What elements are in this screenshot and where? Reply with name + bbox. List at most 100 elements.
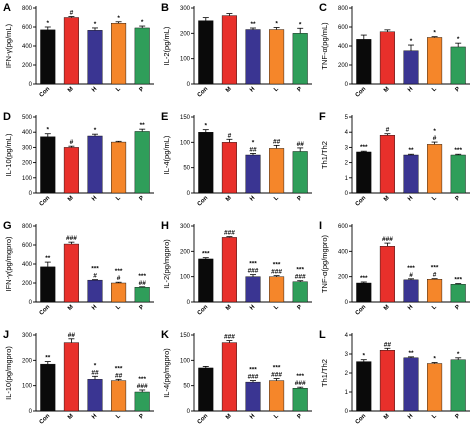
y-tick-label: 100 (180, 57, 191, 63)
y-tick-label: 600 (22, 25, 33, 31)
x-tick-label: P (297, 413, 304, 420)
bar-con (198, 132, 214, 194)
significance-mark: * (457, 36, 460, 43)
significance-mark: *** (115, 268, 123, 275)
panel-l: L Th1/Th2 0 1 2 3 4 * Con ## M ** H * L * P (319, 329, 470, 426)
bar-h (403, 50, 419, 85)
bar-con (356, 151, 372, 194)
panel-letter: F (319, 111, 326, 123)
panel-letter: H (161, 220, 169, 232)
significance-mark: * (433, 128, 436, 135)
x-tick-label: L (431, 304, 438, 311)
x-tick-label: M (67, 86, 75, 94)
x-tick-label: H (407, 413, 414, 420)
y-tick-label: 3 (345, 352, 349, 358)
bar-p (134, 287, 150, 303)
significance-mark: ## (139, 280, 147, 287)
x-tick-label: P (297, 86, 304, 93)
bar-m (63, 243, 79, 303)
significance-mark: * (94, 362, 97, 369)
significance-mark: ** (45, 355, 51, 362)
significance-mark: *** (273, 262, 281, 269)
y-tick-label: 300 (22, 145, 33, 151)
y-tick-label: 400 (22, 262, 33, 268)
significance-mark: * (47, 20, 50, 27)
significance-mark: ## (249, 146, 257, 153)
y-tick-label: 500 (22, 115, 33, 121)
bar-p (450, 284, 466, 303)
bar-h (245, 276, 261, 303)
bar-l (111, 141, 127, 194)
bar-con (356, 39, 372, 85)
bar-m (379, 31, 395, 85)
y-tick-label: 0 (187, 300, 191, 306)
significance-mark: ** (45, 255, 51, 262)
significance-mark: * (299, 21, 302, 28)
y-tick-label: 100 (22, 176, 33, 182)
significance-mark: *** (138, 273, 146, 280)
y-tick-label: 600 (22, 243, 33, 249)
y-axis-label: IFN-γ(pg/mgpro) (4, 236, 13, 292)
y-tick-label: 300 (180, 6, 191, 12)
y-tick-label: 200 (22, 358, 33, 364)
x-tick-label: L (273, 86, 280, 93)
significance-mark: ### (224, 230, 235, 237)
x-tick-label: P (297, 304, 304, 311)
x-tick-label: P (139, 195, 146, 202)
x-tick-label: P (297, 195, 304, 202)
bar-con (40, 266, 56, 303)
y-tick-label: 600 (338, 224, 349, 230)
bar-p (450, 154, 466, 194)
significance-mark: ### (271, 269, 282, 276)
significance-mark: # (228, 132, 232, 139)
panel-g: GIFN-γ(pg/mgpro)0200400600800**Con###M**… (3, 220, 154, 317)
x-tick-label: H (407, 86, 414, 93)
significance-mark: *** (249, 261, 257, 268)
significance-mark: ** (408, 350, 414, 357)
significance-mark: ### (66, 235, 77, 242)
y-axis-label: Th1/Th2 (320, 359, 329, 387)
y-tick-label: 2 (345, 161, 349, 167)
bar-con (356, 282, 372, 303)
bar-m (221, 15, 237, 85)
x-tick-label: L (431, 86, 438, 93)
significance-mark: *** (454, 277, 462, 284)
y-tick-label: 300 (22, 333, 33, 339)
bar-m (221, 237, 237, 303)
y-tick-label: 0 (29, 82, 33, 88)
bar-l (427, 279, 443, 303)
significance-mark: *** (138, 376, 146, 383)
bar-h (87, 379, 103, 412)
bar-p (292, 151, 308, 194)
x-tick-label: M (225, 304, 233, 312)
bar-p (450, 46, 466, 85)
y-tick-label: 0 (187, 82, 191, 88)
y-tick-label: 200 (22, 281, 33, 287)
significance-mark: *** (202, 251, 210, 258)
significance-mark: *** (360, 144, 368, 151)
significance-mark: *** (454, 147, 462, 154)
y-axis-label: IL-10(pg/mL) (4, 133, 13, 176)
y-tick-label: 0 (29, 409, 33, 415)
bar-h (87, 30, 103, 85)
bar-p (450, 359, 466, 412)
x-tick-label: Con (39, 304, 52, 317)
x-tick-label: Con (197, 413, 210, 426)
panel-d: D IL-10(pg/mL) 0 100 200 300 400 500 * Con # M * H L **… (3, 111, 154, 208)
significance-mark: ## (273, 138, 281, 145)
significance-mark: ### (248, 268, 259, 275)
bar-con (40, 363, 56, 412)
panel-letter: K (161, 329, 169, 341)
y-tick-label: 2 (345, 371, 349, 377)
x-tick-label: H (249, 86, 256, 93)
bar-m (221, 142, 237, 194)
bar-p (134, 131, 150, 194)
x-tick-label: P (139, 413, 146, 420)
bar-m (379, 135, 395, 194)
significance-mark: * (141, 19, 144, 26)
y-tick-label: 300 (180, 224, 191, 230)
y-tick-label: 400 (22, 130, 33, 136)
bar-con (198, 20, 214, 85)
x-tick-label: M (383, 195, 391, 203)
